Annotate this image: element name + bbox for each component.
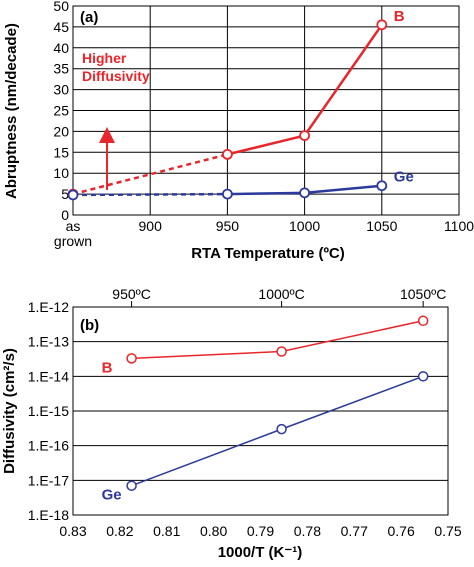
x-tick-1050: 1050 [366,218,397,234]
x-tick-0-80: 0.80 [200,523,227,539]
x-tick-0-78: 0.78 [294,523,321,539]
series-ge-segment-3 [304,184,382,195]
x-tick-950: 950 [216,218,240,234]
y-tick-1-e-16: 1.E-16 [28,438,69,454]
series-ge-point-3 [299,187,311,199]
x-tick-as-grown-line-1: as [66,218,81,234]
x-tick-0-79: 0.79 [247,523,274,539]
x-tick-900: 900 [139,218,163,234]
y-tick-30: 30 [53,82,69,98]
series-b-segment-3 [303,24,383,137]
series-b-point-3 [299,130,311,141]
chart-panel-diffusivity: (b) 1.E-18 1.E-17 1.E-16 1.E-15 1.E-14 1.E-13… [1,286,462,561]
x-axis-title: RTA Temperature (ºC) [191,245,345,262]
series-ge-point-1 [67,189,79,201]
series-ge-point-3 [417,371,429,382]
y-tick-labels: 1.E-18 1.E-17 1.E-16 1.E-15 1.E-14 1.E-13 1.E-… [28,299,69,523]
y-axis-title: Abruptness (nm/decade) [3,23,20,199]
y-tick-25: 25 [53,103,69,119]
y-tick-20: 20 [53,123,69,139]
top-tick-950-c: 950ºC [112,286,151,302]
panel-label: (b) [80,317,99,334]
series-ge-point-2 [276,423,287,435]
plot-frame [72,5,460,216]
y-tick-1-e-14: 1.E-14 [28,368,69,384]
series-ge-point-2 [221,188,233,200]
top-tick-labels: 950ºC 1000ºC 1050ºC [112,286,446,307]
series-b-point-2 [221,148,233,160]
x-tick-0-77: 0.77 [341,523,368,539]
series-b-label: B [102,359,113,376]
y-tick-labels: 0 5 10 15 20 25 30 35 40 45 50 [53,0,69,223]
series-b-point-1 [126,353,137,364]
x-tick-0-83: 0.83 [59,523,86,539]
y-tick-50: 50 [53,0,69,14]
series-ge-segment-2 [227,191,305,196]
series-ge-point-4 [376,180,388,192]
annotation-line-2: Diffusivity [82,68,150,84]
y-tick-1-e-15: 1.E-15 [28,403,69,419]
x-tick-1000: 1000 [289,218,320,234]
x-axis-title: 1000/T (K⁻¹) [218,544,303,561]
series-b-point-4 [376,19,388,31]
y-tick-1-e-17: 1.E-17 [28,472,69,488]
series-b-segment-2 [227,134,305,156]
x-tick-as-grown-line-2: grown [54,233,92,249]
series-ge-label: Ge [394,169,414,186]
series-ge-label: Ge [102,487,122,504]
data-series: B Ge [67,8,414,201]
y-tick-10: 10 [53,165,69,181]
y-tick-40: 40 [53,40,69,56]
x-tick-0-76: 0.76 [388,523,415,539]
plot-frame [72,306,449,516]
y-tick-5: 5 [61,186,69,202]
y-axis-title: Diffusivity (cm²/s) [1,348,18,474]
panel-label: (a) [80,9,98,26]
y-tick-1-e-13: 1.E-13 [28,334,69,350]
x-tick-0-75: 0.75 [434,523,461,539]
y-tick-15: 15 [53,144,69,160]
x-tick-0-81: 0.81 [153,523,180,539]
top-tick-1000-c: 1000ºC [258,286,304,302]
y-tick-1-e-18: 1.E-18 [28,507,69,523]
data-series: B Ge [102,315,429,504]
x-tick-0-82: 0.82 [106,523,133,539]
series-ge-segment-1 [72,192,228,197]
y-tick-0: 0 [61,207,69,223]
x-tick-1100: 1100 [444,218,474,234]
top-tick-1050-c: 1050ºC [400,286,446,302]
y-tick-1-e-12: 1.E-12 [28,299,69,315]
series-b-point-3 [417,315,429,327]
annotation-line-1: Higher [82,50,127,66]
x-tick-labels: 0.83 0.82 0.81 0.80 0.79 0.78 0.77 0.76 0.75 [59,523,461,539]
series-b-point-2 [276,346,287,357]
series-b-label: B [394,8,405,25]
y-tick-45: 45 [53,19,69,35]
y-tick-35: 35 [53,61,69,77]
series-ge-point-1 [126,480,137,491]
